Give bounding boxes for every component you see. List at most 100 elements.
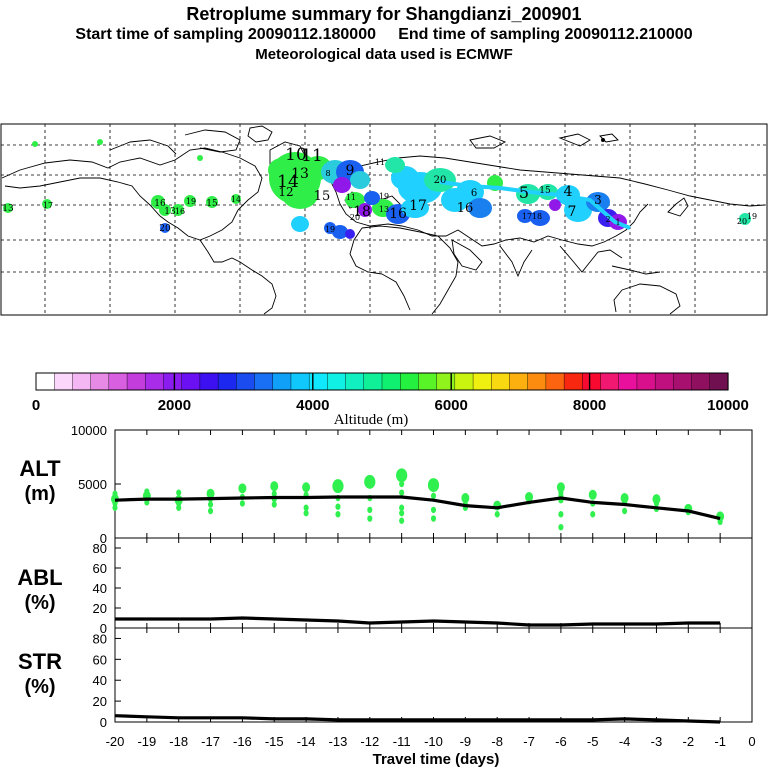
map-frame bbox=[0, 123, 768, 316]
plume-marker bbox=[42, 199, 52, 209]
plume-day-label: 13 bbox=[2, 204, 14, 214]
x-tick-label: -13 bbox=[329, 734, 348, 749]
altitude-point bbox=[335, 503, 341, 510]
plume-day-label: 17 bbox=[522, 212, 532, 221]
altitude-point bbox=[271, 501, 277, 508]
colorbar-cell bbox=[72, 372, 92, 391]
plume-day-label: 16 bbox=[457, 201, 474, 216]
panel-frame bbox=[114, 537, 753, 629]
colorbar-cell bbox=[636, 372, 656, 391]
plume-day-label: 19 bbox=[379, 192, 389, 201]
altitude-point bbox=[332, 479, 344, 494]
x-tick-label: -19 bbox=[137, 734, 156, 749]
plume-blob bbox=[332, 225, 348, 239]
plume-blob bbox=[324, 222, 336, 234]
plume-day-label: 9 bbox=[346, 163, 355, 179]
plume-blob bbox=[345, 229, 355, 239]
map-grid bbox=[1, 124, 767, 315]
plume-day-label: 6 bbox=[471, 188, 477, 199]
x-tick-label: -9 bbox=[460, 734, 472, 749]
plume-trajectory bbox=[439, 180, 631, 230]
colorbar-cell bbox=[345, 372, 365, 391]
panel-unit: (m) bbox=[24, 483, 55, 505]
colorbar-tick-label: 0 bbox=[32, 397, 40, 414]
colorbar-cell bbox=[400, 372, 420, 391]
x-tick-label: -5 bbox=[587, 734, 599, 749]
x-tick-label: -4 bbox=[619, 734, 631, 749]
plume-marker bbox=[3, 203, 13, 213]
colorbar-cell bbox=[691, 372, 711, 391]
plume-marker bbox=[197, 155, 203, 161]
panel-unit: (%) bbox=[24, 592, 55, 614]
plume-day-label: 13 bbox=[164, 207, 176, 217]
plume-marker bbox=[32, 141, 38, 147]
colorbar-cell bbox=[163, 372, 183, 391]
x-tick-label: -15 bbox=[265, 734, 284, 749]
plume-day-label: 11 bbox=[301, 146, 323, 166]
plume-day-label: 19 bbox=[747, 212, 757, 221]
altitude-point bbox=[399, 509, 405, 517]
plume-day-label: 14 bbox=[277, 172, 299, 192]
x-tick-label: -20 bbox=[106, 734, 125, 749]
plume-day-label: 13 bbox=[379, 205, 389, 214]
plume-day-label: 18 bbox=[532, 212, 542, 221]
colorbar-cell bbox=[54, 372, 74, 391]
colorbar-ticks: 0 2000 4000 6000 8000 10000 bbox=[32, 373, 749, 414]
x-tick-labels: -20 -19 -18 -17 -16 -15 -14 -13 -12 -11 -10 -9 -8 -7-… bbox=[106, 734, 756, 749]
colorbar-cell bbox=[563, 372, 583, 391]
panel-str: STR(%) 80 60 40 20 0 bbox=[18, 627, 753, 730]
plume-blob bbox=[530, 210, 550, 226]
x-axis-label: Travel time (days) bbox=[373, 751, 500, 768]
plume-day-label: 14 bbox=[231, 195, 241, 204]
colorbar-cell bbox=[90, 372, 110, 391]
altitude-point bbox=[364, 474, 376, 489]
altitude-colorbar: 0 2000 4000 6000 8000 10000 Altitude (m) bbox=[32, 372, 749, 428]
plume-marker bbox=[97, 139, 103, 145]
plume-day-label: 8 bbox=[325, 169, 330, 178]
plume-blob bbox=[364, 191, 380, 205]
y-tick-label: 5000 bbox=[78, 477, 107, 492]
colorbar-cells bbox=[35, 372, 729, 391]
plume-blob bbox=[468, 198, 492, 218]
colorbar-cell bbox=[454, 372, 474, 391]
altitude-point bbox=[144, 488, 150, 495]
plume-day-label: 17 bbox=[409, 198, 427, 214]
altitude-point bbox=[335, 511, 341, 518]
median-line-str bbox=[114, 714, 721, 724]
plume-day-label: 19 bbox=[325, 225, 335, 234]
plume-marker bbox=[739, 213, 751, 225]
plume-day-label: 2 bbox=[605, 215, 610, 224]
plume-day-label: 11 bbox=[346, 193, 356, 202]
plume-day-label: 13 bbox=[291, 166, 309, 182]
x-tick-label: -7 bbox=[523, 734, 535, 749]
altitude-point bbox=[207, 507, 214, 515]
plume-day-label: 5 bbox=[519, 183, 529, 202]
plume-day-label: 12 bbox=[278, 185, 293, 199]
plume-day-label: 17 bbox=[43, 201, 53, 210]
x-tick-label: -12 bbox=[360, 734, 379, 749]
chart-title: Retroplume summary for Shangdianzi_20090… bbox=[186, 4, 582, 24]
altitude-point bbox=[653, 500, 660, 507]
y-tick-label: 0 bbox=[100, 531, 107, 546]
altitude-point bbox=[112, 490, 118, 497]
x-tick-label: -11 bbox=[393, 734, 411, 749]
altitude-point bbox=[556, 482, 565, 493]
plume-marker bbox=[601, 138, 605, 142]
median-line-alt bbox=[114, 495, 721, 521]
altitude-point bbox=[558, 511, 564, 518]
colorbar-cell bbox=[618, 372, 638, 391]
x-tick-label: -6 bbox=[555, 734, 567, 749]
plume-day-label: 20 bbox=[159, 224, 171, 234]
y-tick-label: 0 bbox=[100, 621, 107, 636]
colorbar-tick-label: 2000 bbox=[158, 397, 191, 414]
colorbar-tick-label: 6000 bbox=[435, 397, 468, 414]
colorbar-cell bbox=[472, 372, 492, 391]
colorbar-cell bbox=[327, 372, 347, 391]
altitude-point bbox=[399, 489, 405, 496]
panel-unit: (%) bbox=[24, 676, 55, 698]
x-tick-label: -8 bbox=[491, 734, 503, 749]
colorbar-cell bbox=[491, 372, 511, 391]
colorbar-cell bbox=[509, 372, 529, 391]
plume-marker bbox=[159, 204, 171, 216]
